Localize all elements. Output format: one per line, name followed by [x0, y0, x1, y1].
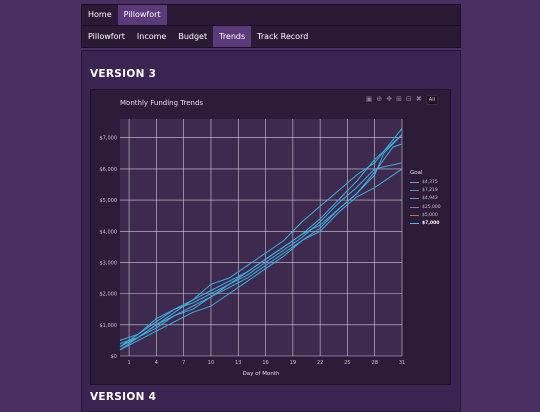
legend-swatch [410, 214, 419, 216]
top-nav: Home Pillowfort [81, 4, 461, 26]
legend-label: $7,000 [422, 221, 440, 227]
zoom-in-icon[interactable]: ⊞ [396, 95, 403, 103]
zoom-icon[interactable]: ⊕ [376, 95, 383, 103]
x-tick-label: 1 [128, 360, 131, 366]
camera-icon[interactable]: ▣ [365, 95, 373, 103]
chart-title: Monthly Funding Trends [120, 99, 204, 107]
subnav-track-record[interactable]: Track Record [257, 32, 309, 41]
plot-area [120, 119, 402, 356]
x-tick-label: 10 [208, 360, 214, 366]
series-lines [119, 128, 403, 351]
x-tick-label: 4 [155, 360, 158, 366]
y-tick-label: $0 [111, 354, 117, 360]
y-tick-label: $3,000 [100, 260, 118, 266]
legend-item[interactable]: $4,375 [410, 178, 441, 186]
y-tick-label: $7,000 [100, 136, 118, 142]
y-tick-label: $2,000 [100, 292, 118, 298]
series-line [119, 162, 403, 341]
series-line [119, 168, 403, 348]
legend-label: $25,000 [422, 204, 441, 210]
legend-label: $7,219 [422, 187, 438, 193]
series-line [119, 128, 403, 344]
subnav-pillowfort[interactable]: Pillowfort [88, 32, 125, 41]
legend-swatch [410, 206, 419, 208]
legend-title: Goal [410, 170, 423, 176]
zoom-out-icon[interactable]: ⊟ [406, 95, 412, 103]
axis-ticks: 1 4 7 10 13 16 19 22 25 28 31 $0 $1,000 $2,000 $3,000 $… [100, 136, 406, 366]
y-tick-label: $1,000 [100, 323, 118, 329]
legend-item[interactable]: $7,000 [410, 219, 441, 227]
legend-item[interactable]: $5,000 [410, 211, 441, 219]
x-tick-label: 13 [235, 360, 241, 366]
chart-plot[interactable]: 1 4 7 10 13 16 19 22 25 28 31 $0 $1,000 $2,000 $3,000 $… [91, 90, 450, 384]
nav-pillowfort[interactable]: Pillowfort [117, 5, 167, 25]
subnav-trends[interactable]: Trends [213, 26, 252, 47]
y-tick-label: $6,000 [100, 167, 118, 173]
autoscale-icon[interactable]: ✖ [415, 95, 422, 103]
legend-item[interactable]: $7,219 [410, 186, 441, 194]
legend-swatch [410, 181, 419, 183]
x-tick-label: 19 [290, 360, 296, 366]
legend-swatch [410, 223, 419, 225]
legend-label: $5,000 [422, 212, 438, 218]
section-heading-version-4: VERSION 4 [90, 391, 157, 403]
x-tick-label: 7 [182, 360, 185, 366]
legend-swatch [410, 189, 419, 191]
nav-home[interactable]: Home [88, 10, 112, 19]
legend: Goal $4,375 $7,219 $4,943 $25,000 $5,000 $7,0… [410, 170, 441, 228]
x-tick-label: 25 [344, 360, 350, 366]
legend-item[interactable]: $25,000 [410, 203, 441, 211]
pan-icon[interactable]: ✥ [386, 95, 393, 103]
section-heading-version-3: VERSION 3 [90, 68, 157, 80]
series-line [119, 134, 403, 351]
all-button[interactable]: All [425, 95, 438, 105]
subnav-income[interactable]: Income [136, 32, 167, 41]
x-tick-label: 28 [372, 360, 378, 366]
y-tick-label: $5,000 [100, 198, 118, 204]
x-tick-label: 31 [399, 360, 405, 366]
x-tick-label: 22 [317, 360, 323, 366]
legend-label: $4,375 [422, 179, 438, 185]
x-axis-label: Day of Month [243, 371, 280, 377]
legend-swatch [410, 198, 419, 200]
legend-item[interactable]: $4,943 [410, 195, 441, 203]
sub-nav: Pillowfort Income Budget Trends Track Re… [81, 25, 461, 48]
y-tick-label: $4,000 [100, 229, 118, 235]
chart-toolbar: ▣ ⊕ ✥ ⊞ ⊟ ✖ All [366, 95, 438, 105]
x-tick-label: 16 [262, 360, 268, 366]
main-content: VERSION 3 Monthly Funding Trends ▣ ⊕ ✥ ⊞… [81, 50, 461, 412]
chart-card: Monthly Funding Trends ▣ ⊕ ✥ ⊞ ⊟ ✖ All 1… [90, 89, 451, 385]
series-line [119, 143, 403, 351]
subnav-budget[interactable]: Budget [178, 32, 208, 41]
legend-label: $4,943 [422, 196, 438, 202]
